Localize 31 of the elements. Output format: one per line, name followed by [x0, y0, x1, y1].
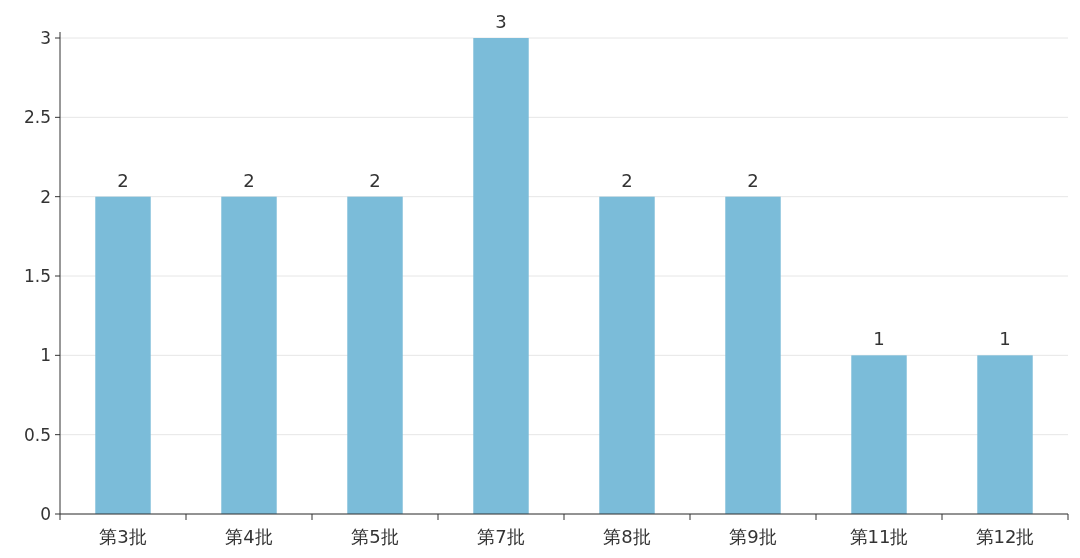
data-label: 3 — [495, 11, 507, 32]
bar — [725, 196, 781, 514]
y-tick-label: 2 — [40, 186, 51, 207]
data-label: 2 — [369, 169, 381, 191]
x-tick-label: 第12批 — [975, 526, 1035, 547]
bar — [347, 196, 403, 514]
bar — [473, 38, 529, 514]
bar — [599, 196, 655, 514]
bar — [851, 355, 907, 514]
data-label: 2 — [621, 169, 633, 191]
x-tick-label: 第5批 — [351, 526, 399, 547]
y-tick-label: 2.5 — [23, 107, 51, 128]
x-tick-label: 第11批 — [849, 526, 909, 547]
y-tick-label: 0.5 — [23, 424, 51, 445]
x-tick-label: 第3批 — [99, 526, 147, 547]
data-label: 1 — [999, 328, 1011, 350]
y-tick-label: 1.5 — [23, 266, 51, 286]
data-label: 2 — [117, 169, 129, 191]
x-tick-label: 第8批 — [603, 526, 651, 547]
y-tick-label: 0 — [40, 504, 51, 524]
bar — [221, 196, 277, 514]
x-tick-label: 第9批 — [729, 526, 777, 547]
bar — [977, 355, 1033, 514]
data-label: 1 — [873, 328, 885, 350]
x-tick-label: 第4批 — [225, 526, 273, 547]
y-tick-label: 3 — [40, 28, 51, 48]
data-label: 2 — [243, 169, 255, 191]
bar — [95, 196, 151, 514]
data-label: 2 — [747, 169, 759, 191]
y-tick-label: 1 — [40, 345, 51, 366]
x-tick-label: 第7批 — [477, 526, 525, 547]
